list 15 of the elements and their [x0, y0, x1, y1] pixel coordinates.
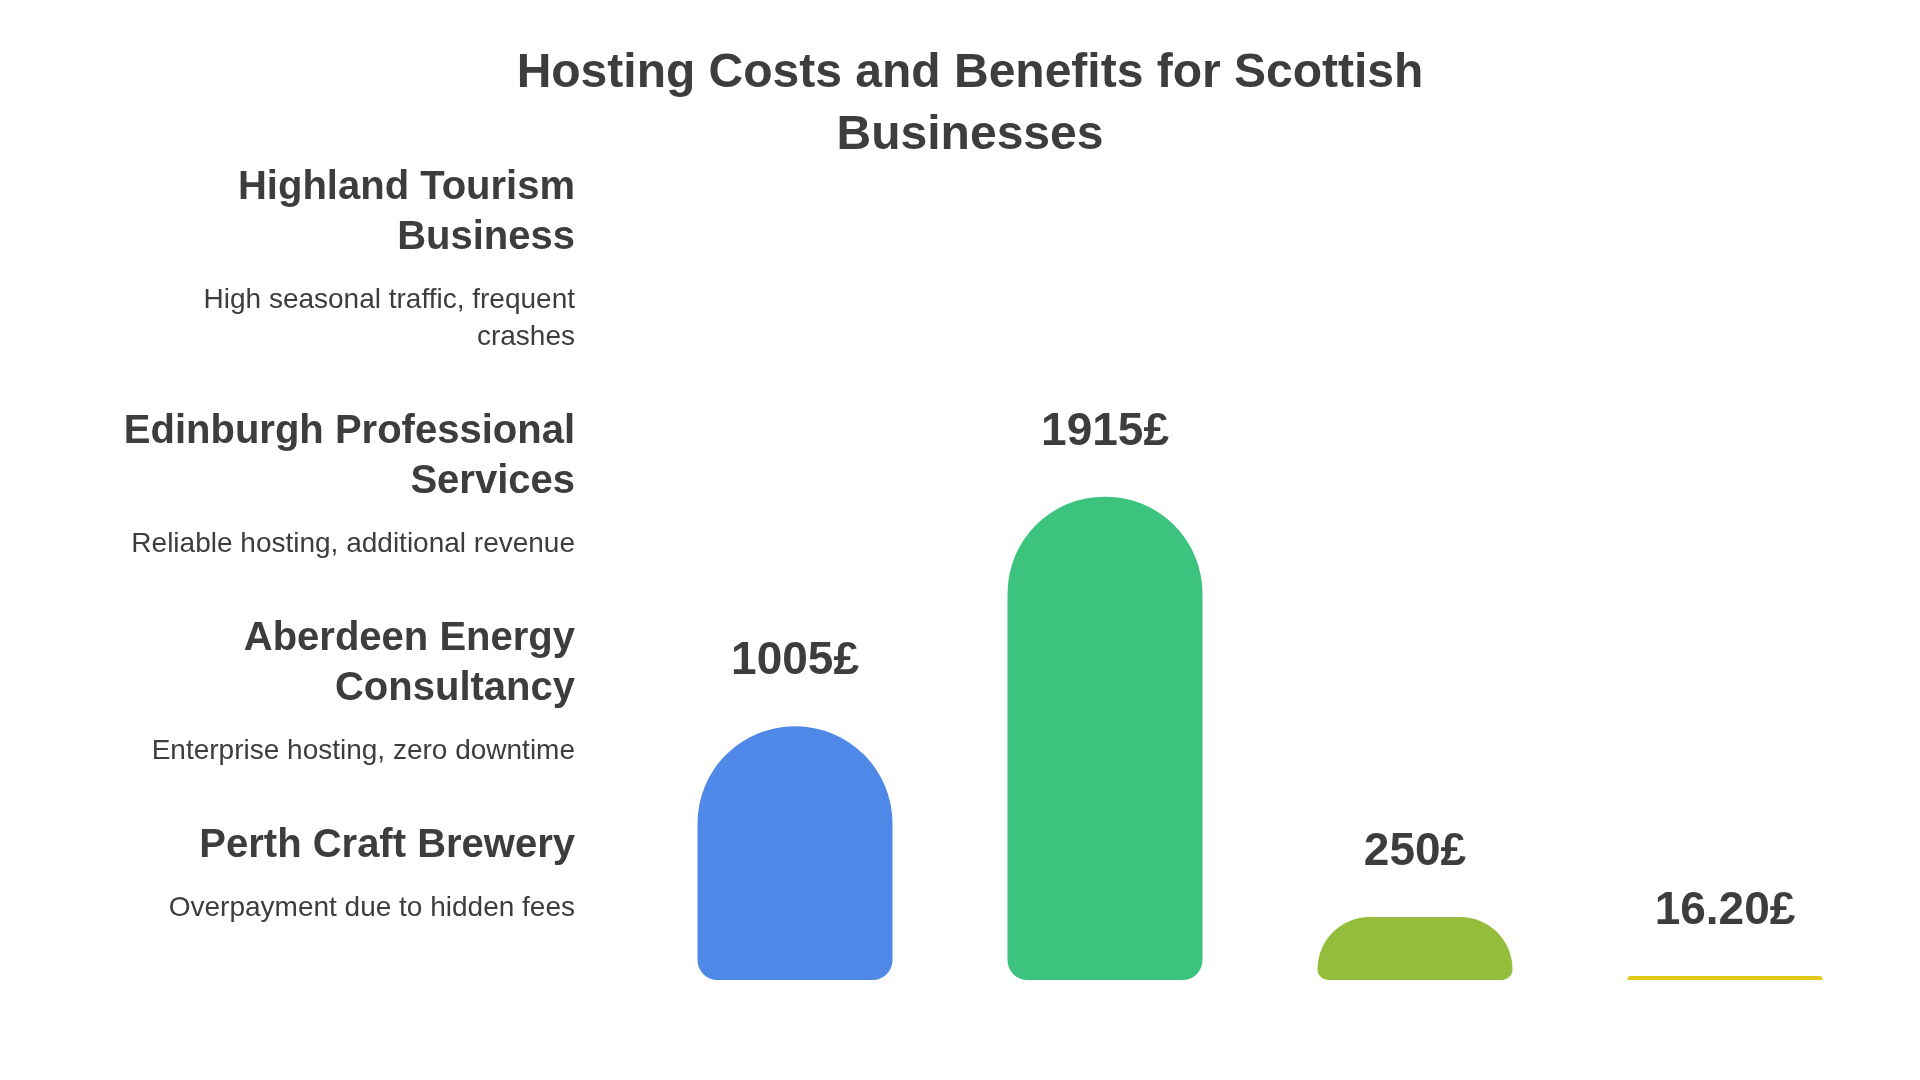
- text: Enterprise hosting, zero downtime: [150, 733, 575, 767]
- chart-title: Hosting Costs and Benefits for Scottish Businesses: [515, 43, 1425, 161]
- text: High seasonal traffic, frequent crashes: [202, 282, 575, 353]
- text: Overpayment due to hidden fees: [167, 890, 575, 924]
- text: Perth Craft Brewery: [198, 820, 575, 867]
- data-label: 1005£: [731, 632, 860, 685]
- bar: [1627, 975, 1823, 980]
- text: Aberdeen Energy Consultancy: [242, 613, 575, 710]
- text: Edinburgh Professional Services: [122, 406, 575, 503]
- text: Reliable hosting, additional revenue: [130, 526, 575, 560]
- text: Highland Tourism Business: [236, 162, 575, 259]
- bar: [1007, 496, 1203, 980]
- data-label: 250£: [1363, 822, 1467, 875]
- data-label: 16.20£: [1654, 881, 1796, 934]
- data-label: 1915£: [1041, 402, 1170, 455]
